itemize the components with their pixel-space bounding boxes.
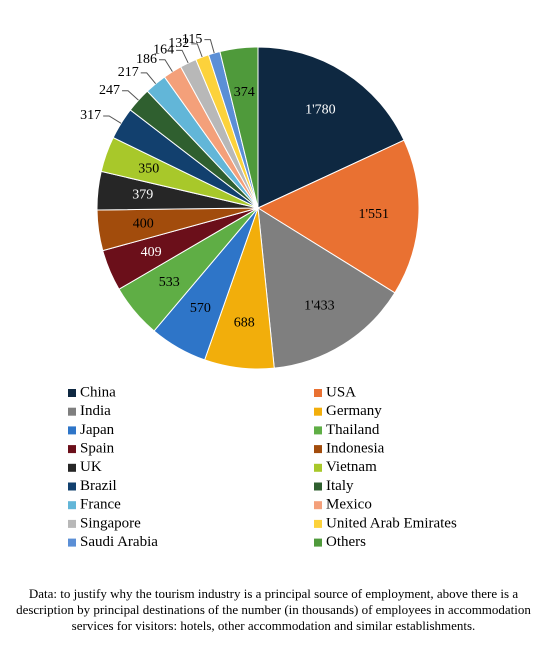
legend-swatch [314, 389, 322, 397]
data-label: 688 [234, 315, 255, 330]
legend-label: Saudi Arabia [80, 534, 158, 550]
legend-swatch [314, 407, 322, 416]
legend-swatch [68, 426, 76, 435]
legend-label: Others [326, 534, 366, 550]
chart: 1'780 1'551 1'433 688 570 533 409 400 379 350 317 2… [68, 32, 457, 550]
data-label: 374 [234, 85, 255, 100]
legend-label: UK [80, 459, 102, 475]
data-label: 317 [80, 108, 101, 123]
data-label: 164 [153, 43, 174, 58]
leader-line [204, 39, 215, 54]
caption: Data: to justify why the tourism industr… [16, 586, 531, 633]
data-label: 132 [168, 36, 189, 51]
leader-line [158, 59, 173, 72]
data-label: 217 [118, 65, 139, 80]
legend-swatch [314, 445, 322, 454]
legend-swatch [68, 519, 76, 528]
legend-label: Italy [326, 478, 354, 494]
legend-label: Germany [326, 403, 382, 419]
pie-slice [256, 139, 420, 294]
legend-label: China [80, 384, 116, 400]
data-label: 409 [141, 245, 162, 260]
legend-swatch [68, 501, 76, 510]
legend-swatch [314, 463, 322, 472]
legend-label: Thailand [326, 422, 380, 438]
legend-label: Singapore [80, 515, 141, 531]
legend-label: Brazil [80, 478, 117, 494]
legend-swatch [68, 389, 76, 397]
data-label: 1'433 [304, 299, 335, 314]
pie-slice [257, 207, 396, 369]
data-label: 350 [138, 161, 159, 176]
legend-label: Japan [80, 422, 115, 438]
legend-swatch [314, 482, 322, 491]
leader-line [176, 49, 189, 64]
pie-slice [257, 46, 405, 209]
pie-slice [219, 46, 259, 209]
data-label: 379 [132, 188, 153, 203]
data-label: 115 [182, 32, 202, 47]
legend-swatch [314, 538, 322, 547]
leader-line [122, 90, 139, 101]
legend-swatch [314, 519, 322, 528]
legend-swatch [68, 482, 76, 491]
legend-label: Indonesia [326, 441, 385, 457]
data-label: 400 [133, 216, 154, 231]
legend-swatch [314, 426, 322, 435]
leader-line [191, 43, 203, 58]
legend-label: Vietnam [326, 459, 377, 475]
data-label: 1'780 [305, 103, 336, 118]
legend-label: France [80, 497, 121, 513]
data-label: 533 [159, 275, 180, 290]
leader-line [103, 115, 122, 124]
legend-swatch [68, 407, 76, 416]
data-label: 1'551 [358, 207, 389, 222]
data-label: 570 [190, 301, 211, 316]
legend-label: India [80, 403, 111, 419]
legend-label: Spain [80, 441, 115, 457]
legend-swatch [68, 463, 76, 472]
legend-swatch [68, 538, 76, 547]
legend-swatch [314, 501, 322, 510]
legend-label: Mexico [326, 497, 372, 513]
leader-line [140, 72, 157, 85]
data-label: 186 [136, 52, 157, 67]
legend-label: United Arab Emirates [326, 515, 457, 531]
legend-label: USA [326, 384, 356, 400]
legend-swatch [68, 445, 76, 454]
data-label: 247 [99, 83, 120, 98]
